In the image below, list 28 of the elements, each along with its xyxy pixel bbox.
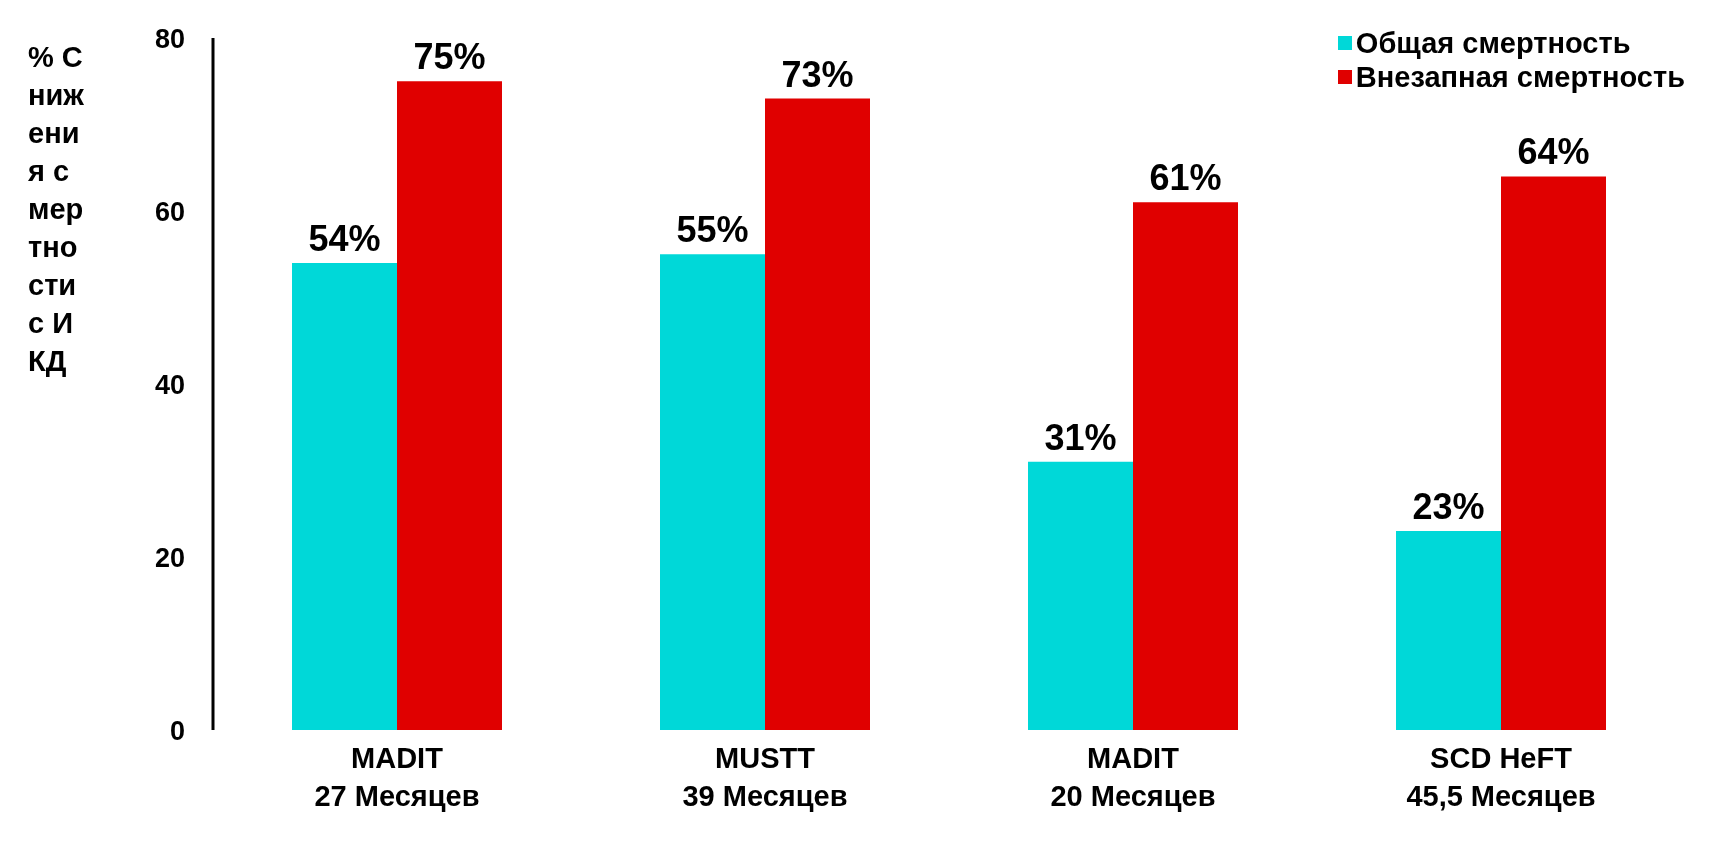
- y-tick-label: 80: [154, 23, 185, 54]
- bar: [1133, 202, 1238, 730]
- y-tick-label: 60: [154, 196, 185, 227]
- legend-label: Внезапная смертность: [1355, 60, 1685, 94]
- x-tick-label: MUSTT 39 Месяцев: [682, 742, 848, 812]
- data-label: 64%: [1517, 131, 1590, 173]
- x-tick-label: SCD HeFT 45,5 Месяцев: [1406, 742, 1596, 812]
- bar: [1501, 176, 1606, 730]
- data-label: 23%: [1412, 486, 1485, 528]
- x-tick-label: MADIT 20 Месяцев: [1050, 742, 1216, 812]
- bar: [1396, 531, 1501, 730]
- y-tick-label: 40: [154, 369, 185, 400]
- bar: [660, 254, 765, 730]
- data-label: 73%: [781, 53, 854, 95]
- bar: [765, 98, 870, 730]
- text: % Снижения смертности с ИКД: [28, 41, 84, 377]
- legend-label: Общая смертность: [1355, 26, 1631, 60]
- y-tick-label: 0: [169, 715, 185, 746]
- bar: [292, 262, 397, 730]
- data-label: 75%: [413, 36, 486, 78]
- bar: [397, 81, 502, 730]
- y-tick-label: 20: [154, 542, 185, 573]
- data-label: 61%: [1149, 157, 1222, 199]
- data-label: 55%: [676, 209, 749, 251]
- data-label: 31%: [1044, 416, 1117, 458]
- data-label: 54%: [308, 217, 381, 259]
- x-tick-label: MADIT 27 Месяцев: [314, 742, 480, 812]
- bar: [1028, 461, 1133, 730]
